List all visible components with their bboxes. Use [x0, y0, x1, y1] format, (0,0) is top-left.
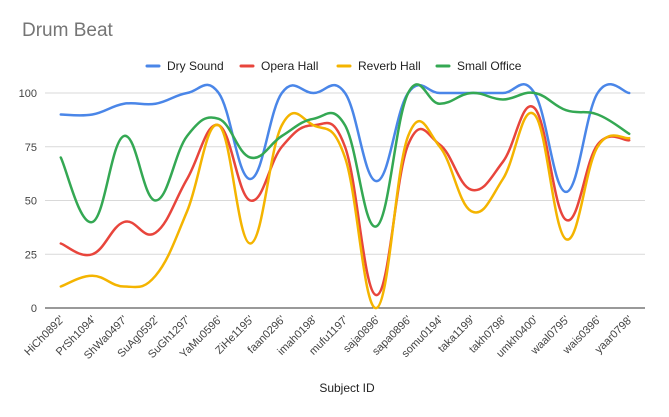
legend-item-reverb-hall: Reverb Hall	[336, 59, 421, 73]
legend-label: Dry Sound	[167, 59, 224, 73]
legend-label: Opera Hall	[261, 59, 318, 73]
legend-label: Reverb Hall	[358, 59, 421, 73]
y-tick-label: 25	[25, 249, 37, 261]
y-tick-label: 50	[25, 196, 37, 208]
y-tick-label: 75	[25, 142, 37, 154]
series-line-reverb-hall	[59, 111, 631, 310]
series-line-dry-sound	[59, 83, 631, 194]
y-tick-label: 0	[31, 303, 37, 315]
legend-item-opera-hall: Opera Hall	[239, 59, 318, 73]
y-tick-label: 100	[19, 88, 37, 100]
series-line-opera-hall	[59, 105, 631, 297]
legend-label: Small Office	[457, 59, 522, 73]
legend-item-small-office: Small Office	[435, 59, 522, 73]
chart-title: Drum Beat	[22, 20, 113, 41]
series-line-small-office	[59, 83, 631, 228]
legend: Dry Sound Opera Hall Reverb Hall Small Offi…	[145, 59, 522, 73]
legend-item-dry-sound: Dry Sound	[145, 59, 224, 73]
x-tick-labels: HiCh0892'PrSh1094'ShWa0497'SuAg0592'SuGh…	[22, 314, 635, 362]
series-lines	[59, 83, 631, 310]
x-axis-title: Subject ID	[319, 381, 375, 395]
y-tick-labels: 0 25 50 75 100	[19, 88, 37, 315]
